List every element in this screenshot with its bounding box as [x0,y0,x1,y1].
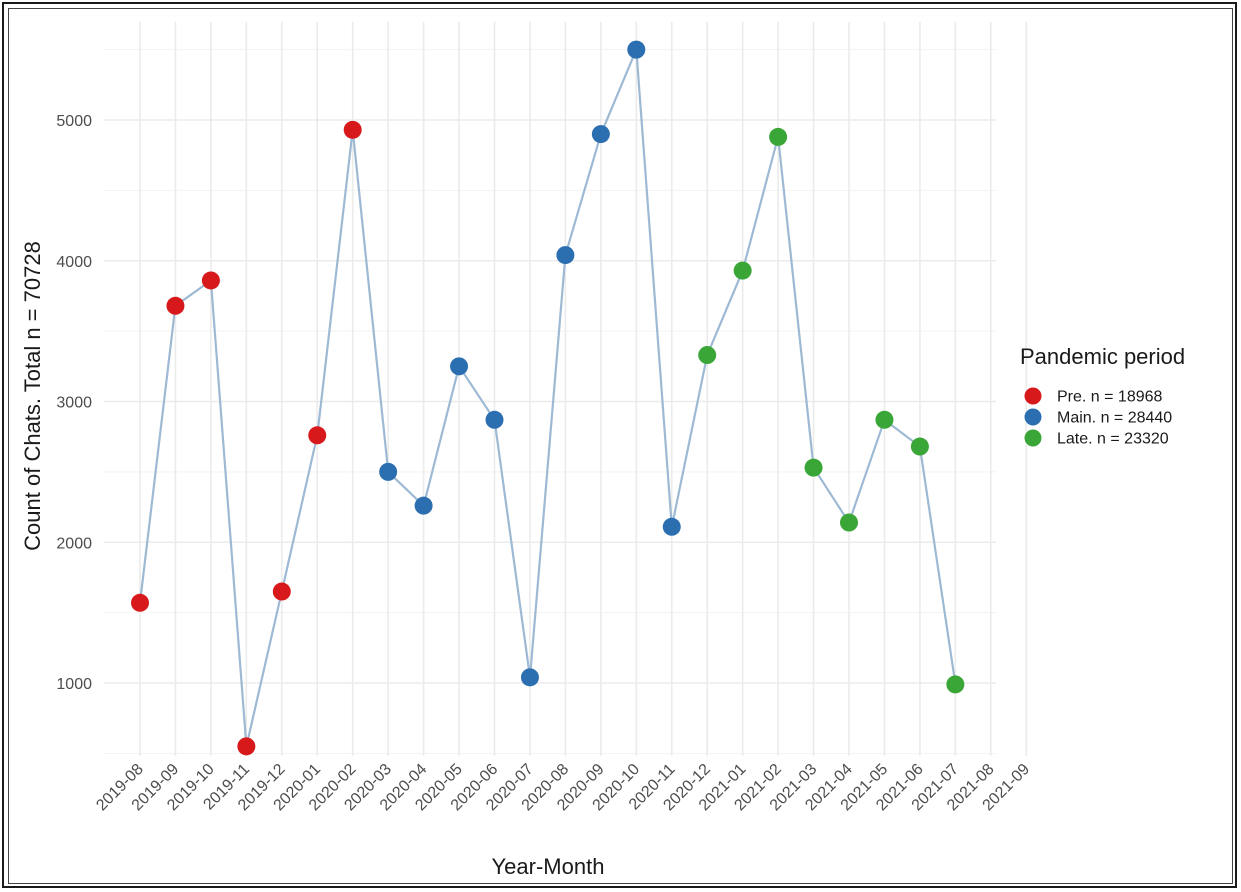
data-point [627,40,646,59]
legend-label: Pre. n = 18968 [1057,389,1163,406]
y-tick-label: 5000 [56,113,92,130]
legend-label: Late. n = 23320 [1057,431,1169,448]
legend: Pandemic period Pre. n = 18968 Main. n = … [1020,344,1185,448]
legend-key [1024,408,1042,426]
data-point [698,346,717,365]
y-tick-label: 2000 [56,535,92,552]
data-point [840,513,858,532]
data-point [166,296,185,315]
data-point [662,517,681,536]
inner-border [8,8,1233,884]
series-line [138,48,957,748]
data-points [131,40,965,756]
grid-minor [104,49,996,754]
data-point [733,261,752,280]
data-point [769,127,788,146]
x-axis-title: Year-Month [492,854,605,879]
data-point [237,737,256,756]
data-point [875,410,894,429]
data-point [201,271,220,290]
legend-label: Main. n = 28440 [1057,410,1172,427]
data-point [485,410,504,429]
y-axis-title: Count of Chats. Total n = 70728 [20,241,45,551]
legend-key [1024,387,1042,405]
y-tick-label: 4000 [56,254,92,271]
data-point [131,593,149,612]
data-point [308,426,327,445]
data-point [414,496,433,515]
legend-key [1024,429,1042,447]
y-axis-ticks: 1000 2000 3000 4000 5000 [56,113,92,693]
data-point [946,675,965,694]
data-point [520,668,539,687]
data-point [804,458,823,477]
grid-major [104,22,1028,756]
data-point [450,357,469,376]
data-point [910,437,929,456]
y-tick-label: 3000 [56,395,92,412]
data-point [556,246,575,265]
data-point [343,120,362,139]
x-axis-ticks: 2019-082019-092019-102019-112019-122020-… [93,761,1033,815]
legend-title: Pandemic period [1020,344,1185,369]
data-point [379,462,398,481]
trend-line [138,48,957,748]
y-tick-label: 1000 [56,676,92,693]
data-point [591,125,610,144]
data-point [272,582,291,601]
